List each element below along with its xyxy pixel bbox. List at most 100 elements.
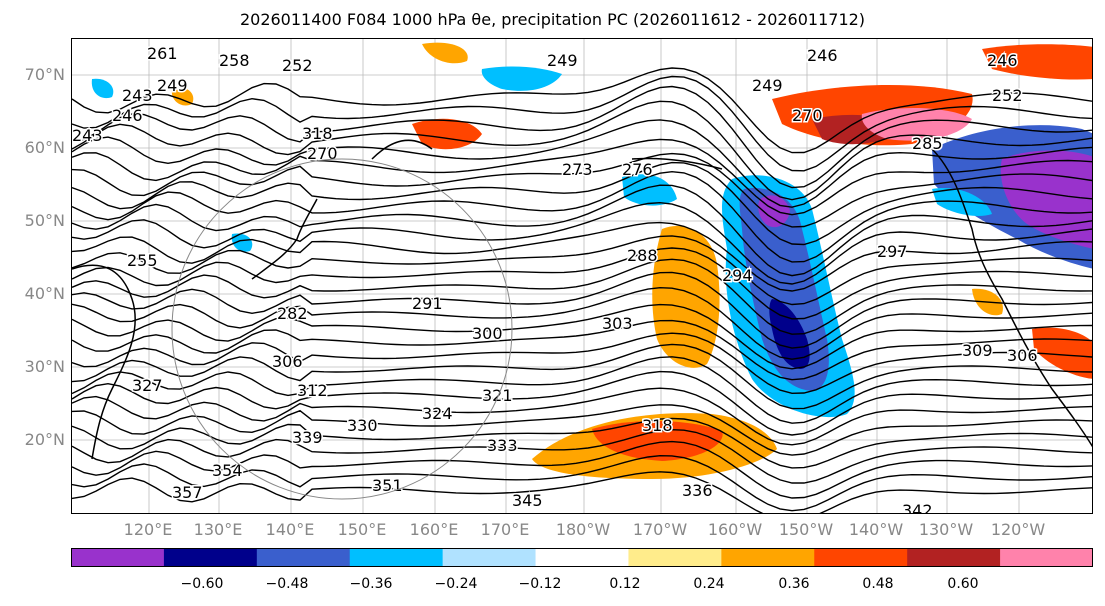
contour-label: 258 <box>219 51 250 70</box>
theta-e-isoline <box>72 119 1092 208</box>
colorbar-tick-label: 0.60 <box>947 576 979 592</box>
colorbar-segment <box>256 548 351 567</box>
contour-label: 243 <box>122 86 153 105</box>
colorbar-segment <box>163 548 258 567</box>
contour-label: 309 <box>962 341 993 360</box>
lon-label: 140°W <box>848 520 904 539</box>
map-panel: 261 258 252 249 246 246 249 243 270 273 276 249 252 2… <box>71 38 1093 514</box>
theta-e-isoline <box>72 247 1092 320</box>
colorbar-tick-label: 0.48 <box>862 576 894 592</box>
contour-label: 336 <box>682 481 713 500</box>
lon-label: 160°E <box>409 520 459 539</box>
lat-label: 40°N <box>24 284 65 303</box>
contour-label: 312 <box>297 381 328 400</box>
theta-e-isoline <box>72 75 1092 172</box>
contour-label: 246 <box>807 46 838 65</box>
lon-label: 150°W <box>778 520 834 539</box>
contour-label: 324 <box>422 404 453 423</box>
theta-e-isoline <box>72 417 1092 469</box>
positive-anomaly-midwest <box>171 87 194 106</box>
colorbar <box>71 548 1093 567</box>
contour-label: 297 <box>877 242 908 261</box>
contour-label: 318 <box>642 416 673 435</box>
lon-label: 130°W <box>918 520 974 539</box>
theta-e-isoline <box>72 221 1092 292</box>
theta-e-isoline <box>72 387 1092 446</box>
theta-e-contours <box>72 67 1092 513</box>
contour-label: 300 <box>472 324 503 343</box>
theta-e-isoline <box>72 67 1092 154</box>
colorbar-tick-label: −0.60 <box>180 576 224 592</box>
colorbar-segment <box>814 548 908 567</box>
colorbar-tick-label: 0.12 <box>609 576 641 592</box>
theta-e-isoline <box>72 428 1092 484</box>
theta-e-isoline <box>72 319 1092 381</box>
theta-e-isoline <box>72 471 1092 513</box>
theta-e-isoline <box>72 152 1092 228</box>
theta-e-isoline <box>72 258 1092 335</box>
contour-label: 246 <box>987 51 1018 70</box>
theta-e-isoline <box>72 370 1092 436</box>
lon-label: 170°W <box>632 520 688 539</box>
lat-label: 70°N <box>24 65 65 84</box>
theta-e-isoline <box>72 404 1092 456</box>
contour-label: 345 <box>512 491 543 510</box>
lat-label: 50°N <box>24 211 65 230</box>
negative-anomaly-japan <box>231 233 253 252</box>
lon-label: 140°E <box>265 520 315 539</box>
colorbar-segment <box>721 548 815 567</box>
colorbar-tick-label: 0.36 <box>778 576 810 592</box>
contour-label: 249 <box>157 76 188 95</box>
colorbar-tick-label: −0.24 <box>434 576 478 592</box>
lon-label: 180°W <box>555 520 611 539</box>
theta-e-isoline <box>72 184 1092 277</box>
contour-label: 348 <box>452 511 483 514</box>
contour-label: 249 <box>547 51 578 70</box>
colorbar-segment <box>628 548 722 567</box>
contour-label: 327 <box>132 376 163 395</box>
colorbar-tick-label: −0.48 <box>265 576 309 592</box>
contour-label: 303 <box>602 314 633 333</box>
contour-label: 321 <box>482 386 513 405</box>
range-ring <box>171 158 513 500</box>
contour-label: 354 <box>212 461 243 480</box>
theta-e-isoline <box>72 170 1092 263</box>
theta-e-isoline <box>72 332 1092 395</box>
positive-anomaly-north <box>422 42 468 64</box>
theta-e-isoline <box>72 454 1092 512</box>
theta-e-isoline <box>72 235 1092 306</box>
positive-anomaly-central <box>652 225 720 368</box>
contour-label: 339 <box>292 428 323 447</box>
colorbar-segment <box>907 548 1001 567</box>
lon-label: 170°E <box>480 520 530 539</box>
contour-label: 252 <box>282 56 313 75</box>
contour-label: 276 <box>622 160 653 179</box>
theta-e-isoline <box>72 286 1092 360</box>
contour-label: 291 <box>412 294 443 313</box>
lat-label: 30°N <box>24 357 65 376</box>
theta-e-isoline <box>72 161 1092 246</box>
negative-anomaly-central-peak <box>758 195 790 228</box>
lon-label: 150°E <box>337 520 387 539</box>
lat-label: 20°N <box>24 430 65 449</box>
contour-label: 342 <box>902 501 933 514</box>
contour-label: 357 <box>172 483 203 502</box>
colorbar-segment <box>1000 548 1093 567</box>
contour-label: 294 <box>722 266 753 285</box>
contour-label: 306 <box>1007 346 1038 365</box>
contour-label: 243 <box>72 126 103 145</box>
contour-label: 306 <box>272 352 303 371</box>
theta-e-isoline <box>72 271 1092 349</box>
contour-label: 282 <box>277 304 308 323</box>
colorbar-segment <box>535 548 629 567</box>
colorbar-segment <box>442 548 537 567</box>
contour-label: 285 <box>912 134 943 153</box>
theta-e-isoline <box>72 356 1092 424</box>
contour-label: 255 <box>127 251 158 270</box>
contour-label: 351 <box>372 476 403 495</box>
colorbar-tick-label: −0.12 <box>518 576 562 592</box>
theta-e-isoline <box>72 440 1092 499</box>
positive-anomaly-alaska-pink <box>861 107 972 141</box>
contour-label: 261 <box>147 44 178 63</box>
